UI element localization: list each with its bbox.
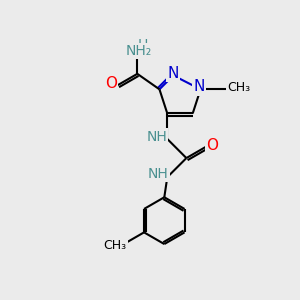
Text: NH₂: NH₂: [126, 44, 152, 58]
Text: O: O: [105, 76, 117, 91]
Text: N: N: [168, 66, 179, 81]
Text: NH: NH: [146, 130, 167, 144]
Text: NH: NH: [148, 167, 169, 181]
Text: H: H: [138, 38, 148, 52]
Text: CH₃: CH₃: [227, 81, 250, 94]
Text: O: O: [206, 138, 218, 153]
Text: N: N: [194, 80, 205, 94]
Text: CH₃: CH₃: [103, 238, 127, 252]
